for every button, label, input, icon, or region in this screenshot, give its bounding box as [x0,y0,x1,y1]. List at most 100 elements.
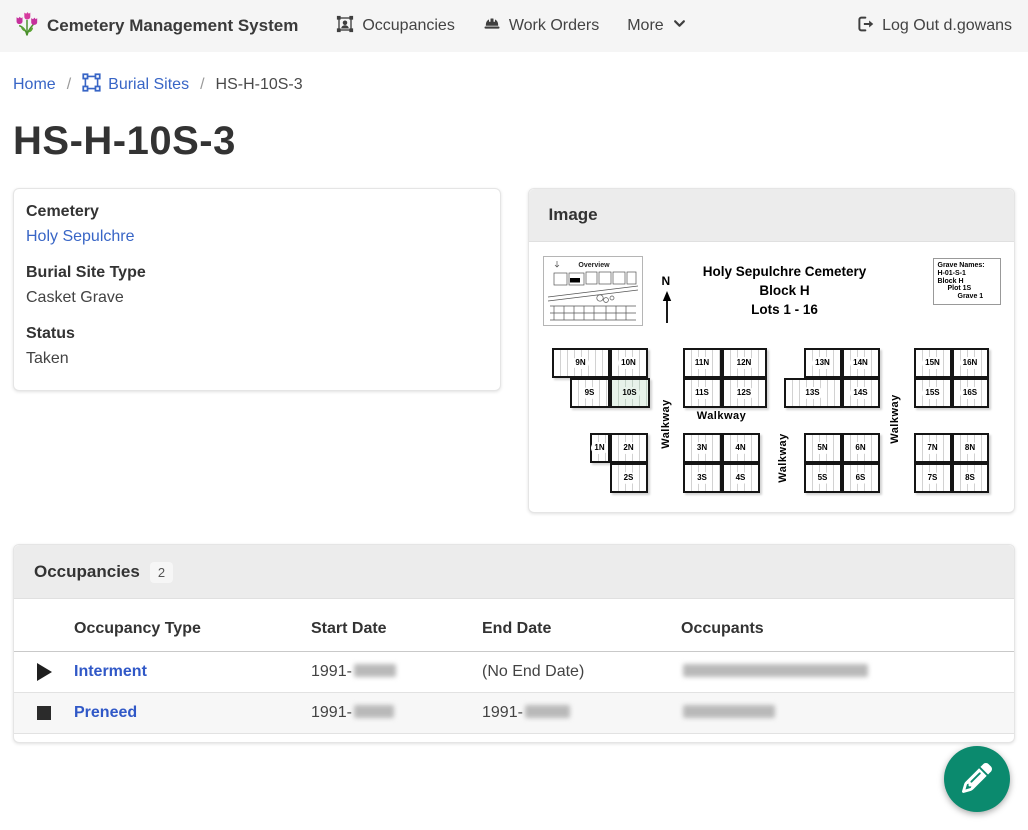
map-lot: 6N [841,433,880,463]
bouquet-logo-icon [16,10,38,42]
edit-fab-button[interactable] [944,746,1010,812]
map-lot: 7S [913,463,952,493]
breadcrumb-burial-sites-label: Burial Sites [108,76,190,93]
compass-north-label: N [661,274,671,288]
top-navbar: Cemetery Management System Occupancies W… [0,0,1028,52]
map-lot: 13S [783,378,842,408]
occupancies-card: Occupancies 2 Occupancy Type Start Date … [13,544,1015,743]
overview-label-svg: Overview [578,262,610,269]
map-overview-inset: Overview [542,256,643,326]
map-lot: 14N [841,348,880,378]
chevron-down-icon [672,16,687,36]
walkway-label: Walkway [776,433,789,483]
occupancies-count-badge: 2 [149,562,174,583]
nav-label: Occupancies [362,17,455,34]
map-lot: 12N [721,348,767,378]
map-lot: 9S [569,378,610,408]
column-header: End Date [482,620,552,637]
logout-button[interactable]: Log Out d.gowans [856,15,1012,38]
play-icon [36,663,52,681]
redacted-text [683,664,868,677]
field-value: Casket Grave [26,289,124,306]
end-date-cell: 1991- [482,704,681,722]
breadcrumb-home-label: Home [13,76,56,93]
hard-hat-icon [483,15,501,38]
breadcrumb: Home / Burial Sites / HS-H-10S-3 [13,52,1015,97]
pencil-icon [962,762,992,796]
map-lot: 5N [803,433,842,463]
legend-line: Grave 1 [957,293,984,301]
cemetery-plot-map[interactable]: Overview [537,251,1005,503]
occupancy-type-link[interactable]: Preneed [74,704,138,721]
map-lot-current: 10S [609,378,650,408]
table-row: Interment 1991- (No End Date) [14,652,1014,693]
breadcrumb-burial-sites-link[interactable]: Burial Sites [82,73,189,97]
map-lot: 1N [589,433,610,463]
start-date-cell: 1991- [311,663,482,681]
map-lot: 16N [951,348,989,378]
map-lot: 4N [721,433,760,463]
field-burial-site-type: Burial Site Type Casket Grave [26,264,488,307]
map-lot: 8S [951,463,989,493]
nav-item-occupancies[interactable]: Occupancies [322,15,469,38]
breadcrumb-separator: / [66,76,72,93]
app-brand[interactable]: Cemetery Management System [16,10,298,42]
breadcrumb-separator: / [200,76,205,93]
stop-icon [37,706,51,720]
redacted-text [524,705,570,718]
table-header-row: Occupancy Type Start Date End Date Occup… [14,599,1014,652]
image-card: Image Overview [527,188,1015,513]
image-card-title: Image [548,205,598,224]
cemetery-link[interactable]: Holy Sepulchre [26,228,135,245]
map-lot: 13N [803,348,842,378]
grave-names-legend: Grave Names: H-01-S-1 Block H Plot 1S Gr… [932,258,1001,305]
map-lot: 5S [803,463,842,493]
legend-line: Plot 1S [947,285,972,293]
walkway-label: Walkway [659,399,672,449]
map-lot: 7N [913,433,952,463]
occupants-cell [681,663,1014,681]
map-lot: 3S [682,463,722,493]
occupants-cell [681,704,1014,722]
field-label: Burial Site Type [26,264,146,281]
start-date-cell: 1991- [311,704,482,722]
map-lot: 4S [721,463,760,493]
column-header: Start Date [311,620,387,637]
breadcrumb-home-link[interactable]: Home [13,76,56,94]
map-title-line: Lots 1 - 16 [751,302,818,317]
redacted-text [683,705,775,718]
legend-line: Grave Names: [937,262,985,269]
burial-site-details-card: Cemetery Holy Sepulchre Burial Site Type… [13,188,501,391]
image-card-header: Image [528,189,1014,242]
app-title: Cemetery Management System [47,16,299,35]
occupancies-title: Occupancies [34,561,140,581]
map-lot: 9N [551,348,610,378]
field-label: Cemetery [26,203,99,220]
field-status: Status Taken [26,325,488,368]
map-lot: 15S [913,378,952,408]
map-title: Holy Sepulchre Cemetery Block H Lots 1 -… [630,262,940,319]
map-title-line: Holy Sepulchre Cemetery [702,264,867,279]
column-header: Occupancy Type [74,620,201,637]
map-lot: 15N [913,348,952,378]
breadcrumb-current: HS-H-10S-3 [215,76,303,93]
map-lot: 12S [721,378,767,408]
map-lot: 6S [841,463,880,493]
map-lot: 16S [951,378,989,408]
field-value: Taken [26,350,69,367]
occupancies-header: Occupancies 2 [14,545,1014,599]
legend-line: H-01-S-1 [937,269,966,277]
occupancy-type-link[interactable]: Interment [74,663,147,680]
map-lot: 14S [841,378,880,408]
map-lot: 11N [682,348,722,378]
table-row: Preneed 1991- 1991- [14,693,1014,734]
vector-square-icon [82,73,101,97]
map-lot: 10N [609,348,648,378]
nav-item-more[interactable]: More [613,16,700,36]
compass-arrow-icon [661,291,673,328]
map-lot: 2N [609,433,648,463]
logout-label: Log Out d.gowans [882,17,1012,34]
end-date-cell: (No End Date) [482,663,585,680]
page-title: HS-H-10S-3 [13,119,236,163]
nav-item-work-orders[interactable]: Work Orders [469,15,613,38]
